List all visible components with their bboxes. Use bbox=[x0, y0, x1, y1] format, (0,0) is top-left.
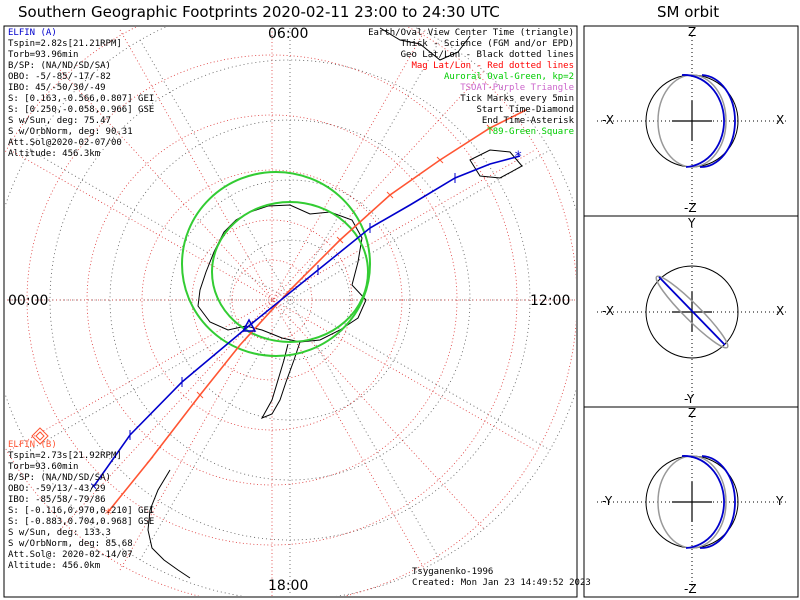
elfin-a-lines: Tspin=2.82s[21.21RPM] Torb=93.96min B/SP: … bbox=[8, 39, 154, 160]
start-marker-a: × bbox=[90, 479, 97, 493]
elfin-b-info-line: Tspin=2.73s[21.92RPM] bbox=[8, 451, 122, 461]
elfin-b-info-line: Torb=93.60min bbox=[8, 462, 79, 472]
australia-coastline bbox=[379, 27, 471, 61]
legend-item: Geo Lat/Lon - Black dotted lines bbox=[400, 50, 574, 60]
elfin-b-info-line: OBO: -59/13/-43/29 bbox=[8, 484, 106, 494]
map-frame bbox=[3, 25, 578, 598]
elfin-b-info-line: Altitude: 456.0km bbox=[8, 561, 101, 571]
auroral-oval-outer bbox=[181, 171, 371, 357]
view-center-triangle bbox=[241, 318, 257, 332]
end-asterisk-a: * bbox=[514, 149, 522, 165]
elfin-b-info-line: S w/OrbNorm, deg: 85.68 bbox=[8, 539, 133, 549]
legend-item: Auroral Oval-Green, kp=2 bbox=[443, 72, 574, 82]
legend-item: End Time-Asterisk bbox=[481, 116, 574, 126]
africa-coastline bbox=[469, 149, 523, 179]
orbit-a-path bbox=[681, 74, 725, 168]
orbit-axis-label-top: Z bbox=[688, 406, 697, 420]
legend-item: Tick Marks every 5min bbox=[460, 94, 574, 104]
time-label-top: 06:00 bbox=[268, 26, 309, 42]
elfin-a-info-line: Torb=93.96min bbox=[8, 50, 79, 60]
elfin-b-info-line: S w/Sun, deg: 133.3 bbox=[8, 528, 111, 538]
orbit-axis-label-bottom: -Y bbox=[684, 392, 695, 406]
end-asterisk-b: * bbox=[104, 507, 112, 523]
elfin-b-track bbox=[107, 109, 527, 513]
orbit-title: SM orbit bbox=[657, 3, 720, 21]
elfin-a-ticks bbox=[129, 173, 456, 440]
orbit-panel bbox=[597, 417, 787, 587]
elfin-b-info-line: Att.Sol@: 2020-02-14/07 bbox=[8, 550, 133, 560]
elfin-b-lines: Tspin=2.73s[21.92RPM] Torb=93.60min B/SP: … bbox=[8, 451, 154, 572]
elfin-a-info-line: S w/Sun, deg: 75.47 bbox=[8, 116, 111, 126]
mag-grid bbox=[5, 27, 576, 596]
orbit-axis-label-left: -X bbox=[602, 304, 614, 318]
orbit-axis-label-right: Y bbox=[776, 494, 784, 508]
elfin-b-info-line: S: [-0.116,0.970,0.210] GEI bbox=[8, 506, 155, 516]
auroral-oval-inner bbox=[211, 201, 369, 343]
orbit-axis-label-bottom: -Z bbox=[684, 582, 697, 596]
legend-item: Mag Lat/Lon - Red dotted lines bbox=[411, 61, 574, 71]
orbit-a-path bbox=[658, 276, 726, 346]
orbit-panels bbox=[597, 36, 787, 587]
orbit-a-path-2 bbox=[699, 74, 736, 168]
legend-item: Start Time-Diamond bbox=[476, 105, 574, 115]
earth-circle bbox=[645, 265, 739, 359]
orbit-axis-label-right: X bbox=[776, 113, 785, 127]
elfin-a-info-line: S: [0.163,-0.566,0.807] GEI bbox=[8, 94, 155, 104]
created-stamp: Created: Mon Jan 23 14:49:52 2023 bbox=[412, 578, 591, 588]
orbit-axis-label-left: -X bbox=[602, 113, 614, 127]
elfin-a-info-line: Tspin=2.82s[21.21RPM] bbox=[8, 39, 122, 49]
elfin-a-info-line: S w/OrbNorm, deg: 90.31 bbox=[8, 127, 133, 137]
legend: Earth/Oval View Center Time (triangle) Th… bbox=[368, 28, 574, 138]
elfin-a-info-line: S: [0.250,-0.058,0.966] GSE bbox=[8, 105, 155, 115]
elfin-a-info-line: Altitude: 456.3km bbox=[8, 149, 101, 159]
elfin-b-diamond-icon bbox=[31, 427, 49, 445]
elfin-b-ticks bbox=[146, 124, 494, 464]
elfin-a-info-line: Att.Sol@2020-02-07/00 bbox=[8, 138, 122, 148]
orbit-panel bbox=[597, 227, 787, 397]
elfin-b-name: ELFIN (B) bbox=[8, 440, 57, 450]
elfin-a-track bbox=[93, 155, 521, 487]
elfin-a-info-line: IBO: 45/-50/30/-49 bbox=[8, 83, 106, 93]
legend-item: Earth/Oval View Center Time (triangle) bbox=[368, 28, 574, 38]
time-label-bottom: 18:00 bbox=[268, 578, 309, 594]
orbit-panel bbox=[597, 36, 787, 206]
orbit-axis-label-bottom: -Z bbox=[684, 201, 697, 215]
elfin-b-info-line: B/SP: (NA/ND/SD/SA) bbox=[8, 473, 111, 483]
elfin-a-info-line: B/SP: (NA/ND/SD/SA) bbox=[8, 61, 111, 71]
legend-item: Thick - Science (FGM and/or EPD) bbox=[400, 39, 574, 49]
elfin-a-info-line: OBO: -5/-85/-17/-82 bbox=[8, 72, 111, 82]
antarctica-coastline bbox=[197, 204, 367, 343]
legend-item: TSOAT-Purple Triangle bbox=[460, 83, 574, 93]
elfin-b-info-line: S: [-0.883,0.704,0.968] GSE bbox=[8, 517, 155, 527]
figure-title: Southern Geographic Footprints 2020-02-1… bbox=[18, 3, 500, 21]
orbit-a-path-2 bbox=[699, 455, 736, 549]
south-america-coastline bbox=[147, 469, 191, 579]
orbit-axis-label-top: Z bbox=[688, 25, 697, 39]
orbit-a-path bbox=[681, 455, 725, 549]
elfin-b-info: ELFIN (B) Tspin=2.73s[21.92RPM] Torb=93.6… bbox=[8, 440, 154, 572]
legend-item: T89-Green Square bbox=[487, 127, 574, 137]
orbit-axis-label-top: Y bbox=[688, 216, 696, 230]
orbit-b-path bbox=[655, 275, 729, 349]
orbit-axis-label-right: X bbox=[776, 304, 785, 318]
antarctic-peninsula bbox=[260, 341, 301, 419]
elfin-a-name: ELFIN (A) bbox=[8, 28, 57, 38]
time-label-left: 00:00 bbox=[8, 293, 49, 309]
model-credit: Tsyganenko-1996 bbox=[412, 567, 494, 577]
time-label-right: 12:00 bbox=[530, 293, 571, 309]
orbit-column-frame bbox=[583, 25, 799, 598]
elfin-a-info: ELFIN (A) Tspin=2.82s[21.21RPM] Torb=93.9… bbox=[8, 28, 154, 160]
elfin-b-info-line: IBO: -85/58/-79/86 bbox=[8, 495, 106, 505]
orbit-axis-label-left: -Y bbox=[602, 494, 613, 508]
